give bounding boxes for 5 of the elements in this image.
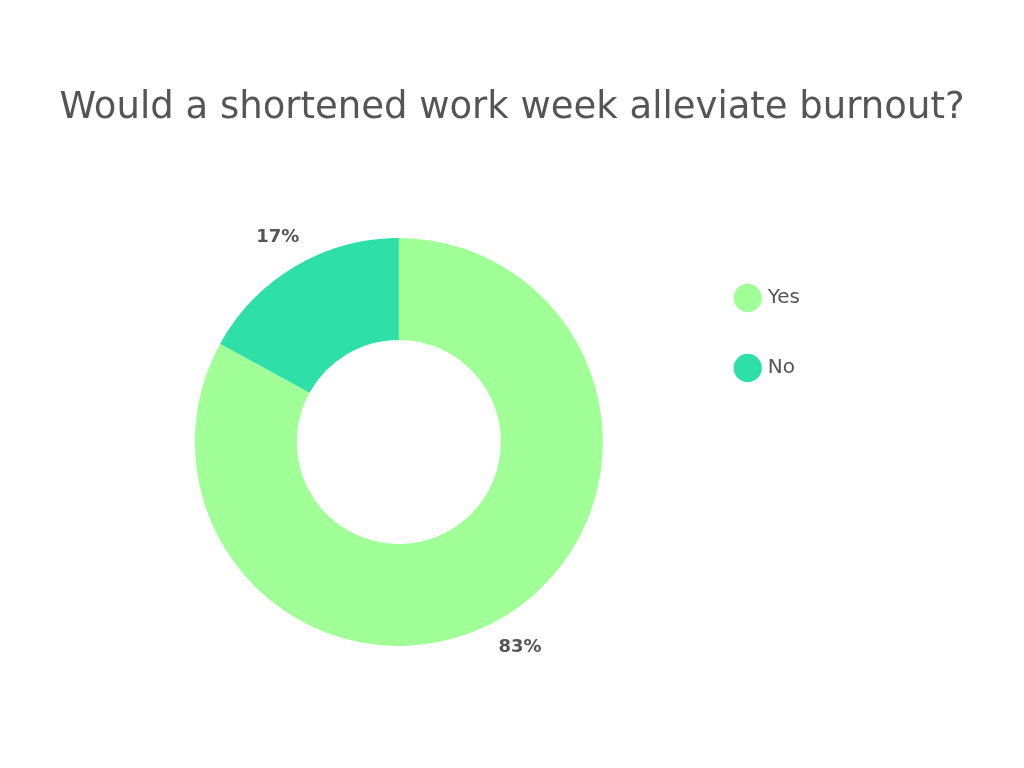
- data-label: 17%: [256, 224, 300, 246]
- data-label: 83%: [498, 634, 542, 656]
- legend-label: No: [767, 354, 795, 379]
- legend-label: Yes: [766, 284, 801, 309]
- chart-title: Would a shortened work week alleviate burnout?: [58, 84, 966, 127]
